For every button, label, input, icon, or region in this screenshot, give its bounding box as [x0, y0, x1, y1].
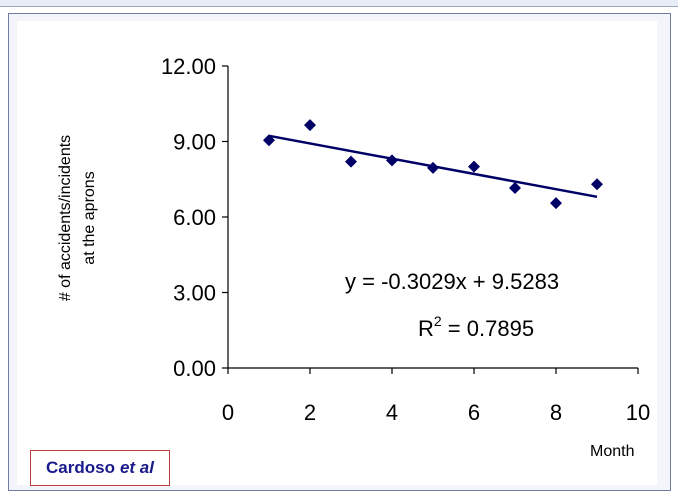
y-tick-label: 3.00	[173, 281, 216, 306]
x-axis-title: Month	[590, 443, 634, 460]
x-tick-label: 8	[550, 400, 562, 425]
data-point	[468, 160, 480, 173]
trendline	[268, 134, 598, 199]
x-tick-label: 2	[304, 400, 316, 425]
window-top-border	[0, 0, 678, 7]
credit-name: Cardoso	[46, 458, 115, 477]
y-tick-label: 0.00	[173, 356, 216, 381]
y-axis-title-line-2: at the aprons	[81, 171, 98, 264]
r-squared-label: R2 = 0.7895	[418, 313, 534, 341]
data-point	[550, 197, 562, 210]
y-tick-label: 12.00	[161, 54, 216, 79]
data-point	[591, 178, 603, 191]
chart-area	[17, 21, 657, 485]
x-tick-label: 10	[626, 400, 650, 425]
data-point	[345, 155, 357, 168]
author-credit: Cardoso et al	[30, 450, 170, 486]
trendline-equation: y = -0.3029x + 9.5283	[345, 269, 559, 294]
y-tick-label: 9.00	[173, 130, 216, 155]
x-tick-label: 0	[222, 400, 234, 425]
y-axis-title-line-1: # of accidents/incidents	[57, 135, 74, 301]
x-tick-label: 4	[386, 400, 398, 425]
credit-et-al: et al	[119, 458, 154, 477]
y-tick-label: 6.00	[173, 205, 216, 230]
data-point	[509, 182, 521, 195]
data-point	[304, 119, 316, 132]
x-tick-label: 6	[468, 400, 480, 425]
